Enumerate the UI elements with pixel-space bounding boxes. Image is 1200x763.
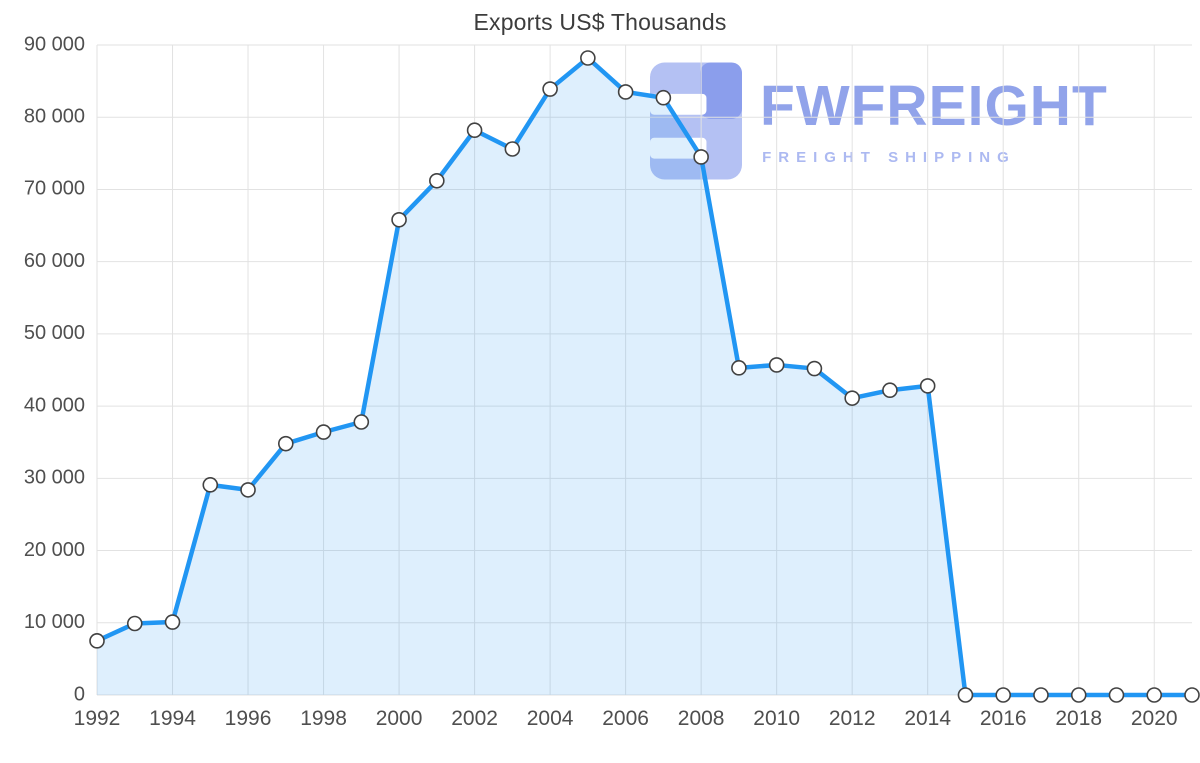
x-axis-tick-label: 2020: [1131, 707, 1178, 730]
data-point-marker[interactable]: [806, 360, 823, 377]
y-axis-tick-label: 40 000: [24, 394, 85, 416]
x-axis-tick-label: 2018: [1055, 707, 1102, 730]
data-point-marker[interactable]: [240, 482, 256, 498]
data-point-marker[interactable]: [429, 172, 445, 189]
data-point-marker[interactable]: [768, 357, 785, 373]
y-axis-tick-label: 50 000: [24, 322, 85, 344]
x-axis-tick-label: 2016: [980, 707, 1027, 730]
data-point-marker[interactable]: [202, 477, 219, 493]
x-axis-tick-label: 2008: [678, 707, 725, 730]
x-axis-tick-label: 1992: [74, 707, 121, 730]
series-area-fill: [97, 58, 1192, 695]
data-point-marker[interactable]: [995, 687, 1012, 703]
data-point-marker[interactable]: [466, 122, 483, 139]
data-point-marker[interactable]: [1146, 687, 1163, 703]
data-point-marker[interactable]: [693, 149, 709, 165]
data-point-marker[interactable]: [919, 378, 936, 394]
x-axis-tick-label: 1998: [300, 707, 347, 730]
data-point-marker[interactable]: [731, 360, 747, 376]
x-axis-tick-label: 2006: [602, 707, 649, 730]
x-axis-tick-label: 2014: [904, 707, 951, 730]
data-point-marker[interactable]: [844, 390, 860, 406]
data-point-marker[interactable]: [1033, 687, 1049, 703]
y-axis-tick-label: 90 000: [24, 33, 85, 55]
data-point-marker[interactable]: [542, 81, 558, 97]
data-point-marker[interactable]: [504, 141, 521, 157]
chart-title: Exports US$ Thousands: [473, 9, 727, 35]
data-point-marker[interactable]: [277, 435, 294, 452]
x-axis-tick-label: 2012: [829, 707, 876, 730]
y-axis-tick-label: 70 000: [24, 178, 85, 200]
x-axis-tick-label: 2004: [527, 707, 574, 730]
data-point-marker[interactable]: [1108, 687, 1125, 703]
data-point-marker[interactable]: [580, 50, 596, 66]
y-axis-tick-label: 30 000: [24, 467, 85, 489]
data-point-marker[interactable]: [89, 633, 105, 649]
data-point-marker[interactable]: [655, 89, 672, 106]
data-point-marker[interactable]: [126, 615, 143, 632]
data-point-marker[interactable]: [315, 424, 332, 440]
data-point-marker[interactable]: [882, 382, 898, 399]
x-axis-tick-label: 1996: [225, 707, 272, 730]
data-point-marker[interactable]: [164, 614, 181, 630]
data-point-marker[interactable]: [617, 84, 634, 100]
data-point-marker[interactable]: [1184, 687, 1200, 703]
x-axis-tick-label: 2000: [376, 707, 423, 730]
y-axis-tick-label: 80 000: [24, 106, 85, 128]
x-axis-tick-label: 2010: [753, 707, 800, 730]
x-axis-tick-label: 2002: [451, 707, 498, 730]
x-axis-tick-label: 1994: [149, 707, 196, 730]
y-axis-tick-label: 20 000: [24, 539, 85, 561]
data-point-marker[interactable]: [391, 211, 407, 228]
y-axis-tick-label: 60 000: [24, 250, 85, 272]
data-point-marker[interactable]: [353, 414, 370, 430]
y-axis-tick-label: 0: [74, 683, 85, 705]
data-point-marker[interactable]: [957, 687, 974, 703]
y-axis-tick-label: 10 000: [24, 611, 85, 633]
data-point-marker[interactable]: [1070, 687, 1087, 703]
